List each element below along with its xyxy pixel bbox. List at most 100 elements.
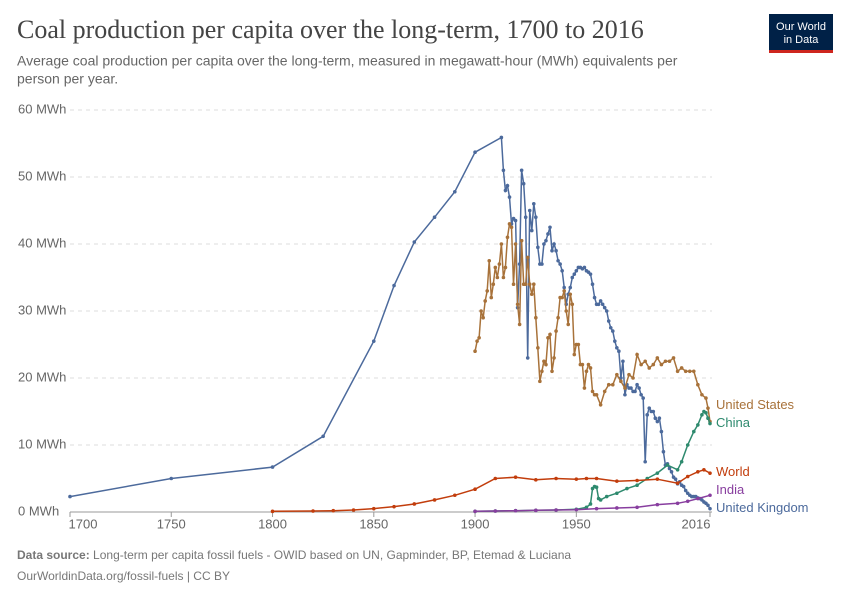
point (627, 372, 631, 377)
point (321, 434, 325, 439)
y-tick-label: 20 MWh (18, 369, 66, 384)
point (606, 319, 611, 323)
point (623, 392, 627, 397)
point (311, 509, 315, 513)
point (270, 509, 275, 514)
point (580, 362, 585, 367)
point (659, 362, 664, 367)
point (558, 262, 562, 266)
point (523, 215, 528, 219)
source-label: Data source: (17, 548, 90, 562)
point (663, 359, 668, 364)
point (513, 475, 518, 479)
point (540, 262, 544, 266)
point (497, 262, 502, 266)
point (706, 406, 710, 410)
point (584, 476, 589, 481)
point (574, 507, 579, 512)
point (546, 232, 550, 236)
series (473, 493, 712, 514)
point (564, 309, 569, 313)
point (586, 362, 591, 367)
x-tick-label: 1750 (157, 516, 186, 531)
point (683, 488, 688, 493)
point (655, 477, 660, 481)
point (523, 282, 528, 287)
point (453, 493, 457, 498)
point (527, 282, 532, 287)
point (590, 389, 595, 394)
point (554, 508, 558, 512)
point (536, 346, 540, 350)
series-label: World (716, 464, 750, 479)
point (610, 329, 615, 333)
x-tick-label: 1850 (359, 516, 388, 531)
point (554, 329, 558, 333)
point (582, 265, 587, 270)
point (542, 242, 546, 246)
point (596, 302, 601, 307)
point (594, 392, 599, 397)
point (562, 289, 566, 293)
x-tick-label: 2016 (682, 516, 711, 531)
point (651, 409, 656, 414)
url[interactable]: OurWorldinData.org/fossil-fuels | CC BY (17, 569, 230, 583)
series-label: United Kingdom (716, 500, 809, 515)
point (517, 322, 522, 327)
point (499, 242, 504, 246)
series (68, 135, 712, 511)
point (534, 478, 538, 482)
point (584, 505, 589, 510)
point (594, 476, 599, 481)
point (675, 369, 680, 374)
point (331, 508, 336, 513)
point (392, 504, 396, 509)
point (700, 392, 704, 397)
point (679, 366, 684, 370)
point (570, 275, 575, 280)
point (550, 248, 554, 253)
point (706, 503, 710, 508)
point (554, 248, 558, 253)
line (272, 468, 711, 513)
point (631, 376, 635, 380)
point (531, 282, 536, 287)
point (643, 459, 647, 464)
point (669, 470, 674, 474)
point (647, 406, 652, 410)
point (653, 416, 658, 421)
point (606, 382, 611, 387)
point (629, 386, 633, 390)
point (507, 195, 512, 199)
point (519, 168, 524, 173)
point (473, 509, 477, 514)
point (604, 494, 609, 499)
point (371, 339, 376, 343)
point (68, 494, 72, 499)
point (412, 240, 417, 244)
logo[interactable]: Our World in Data (769, 14, 833, 53)
logo-text: in Data (784, 34, 820, 46)
point (615, 346, 619, 350)
point (412, 502, 417, 506)
point (473, 487, 477, 492)
point (270, 465, 275, 469)
y-tick-label: 30 MWh (18, 302, 66, 317)
point (548, 332, 552, 337)
logo-box (769, 14, 833, 50)
series-label: China (716, 415, 751, 430)
point (479, 309, 483, 313)
point (491, 282, 496, 287)
point (473, 349, 477, 354)
point (665, 463, 670, 467)
logo-bar (769, 50, 833, 53)
point (687, 369, 692, 374)
point (540, 369, 544, 374)
point (708, 506, 712, 511)
point (657, 416, 662, 421)
point (608, 325, 613, 330)
point (696, 496, 700, 501)
point (513, 218, 518, 223)
point (560, 295, 564, 300)
point (515, 302, 520, 307)
